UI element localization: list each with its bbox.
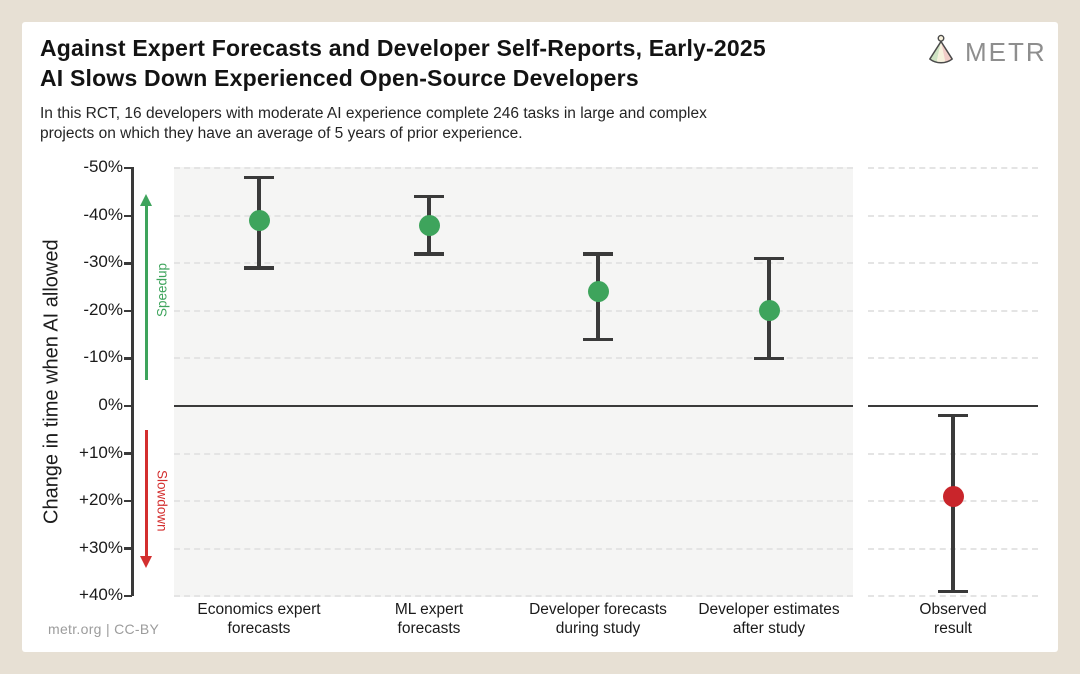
y-tick-label: -30% <box>83 252 123 272</box>
y-tick-label: -40% <box>83 204 123 224</box>
subtitle-line-1: In this RCT, 16 developers with moderate… <box>40 105 707 122</box>
zero-line <box>174 405 853 407</box>
y-tick <box>124 499 132 503</box>
error-bar-cap-bottom <box>244 266 274 270</box>
x-category-label-line: result <box>934 619 972 637</box>
slowdown-arrowhead-icon <box>139 556 152 568</box>
error-bar-cap-bottom <box>754 356 784 361</box>
gridline <box>868 167 1038 170</box>
gridline <box>868 262 1038 265</box>
gridline <box>868 214 1038 217</box>
data-point-dot <box>587 281 609 303</box>
x-category-label-line: during study <box>555 619 641 637</box>
x-category-label-line: after study <box>732 619 806 637</box>
y-tick-label: +30% <box>79 537 123 557</box>
metr-logo-text: METR <box>965 37 1047 67</box>
gridline <box>174 452 853 455</box>
speedup-arrow <box>144 205 148 380</box>
gridline <box>174 309 853 312</box>
x-category-label-line: forecasts <box>227 619 291 637</box>
y-tick-label: +40% <box>79 585 123 605</box>
y-axis-spine <box>131 167 134 596</box>
y-tick <box>124 262 132 265</box>
y-tick-label: -10% <box>83 347 123 367</box>
error-bar-cap-top <box>938 413 968 418</box>
gridline <box>868 309 1038 312</box>
y-tick-label: +20% <box>79 490 123 510</box>
gridline <box>174 357 853 360</box>
x-category-label-line: Economics expert <box>197 601 321 618</box>
x-category-label: ML expert forecasts <box>319 601 539 638</box>
gridline <box>174 547 853 550</box>
title-line-1: Against Expert Forecasts and Developer S… <box>40 35 766 61</box>
subtitle-line-2: projects on which they have an average o… <box>40 124 523 142</box>
gridline <box>868 357 1038 360</box>
error-bar-cap-top <box>414 194 444 199</box>
y-tick <box>124 166 132 170</box>
y-tick-label: +10% <box>79 442 123 462</box>
error-bar-cap-bottom <box>938 589 968 594</box>
x-category-label-line: Developer forecasts <box>529 601 667 618</box>
y-tick <box>124 357 132 360</box>
x-category-label: Developer forecasts during study <box>488 601 708 638</box>
x-category-label: Observed result <box>843 601 1063 638</box>
x-category-label-line: Observed <box>919 601 987 618</box>
y-tick-label: -50% <box>83 157 123 177</box>
metr-fan-icon <box>925 34 957 71</box>
error-bar-cap-top <box>244 175 274 180</box>
y-tick <box>124 404 132 408</box>
y-axis-title: Change in time when AI allowed <box>40 239 63 525</box>
error-bar-cap-bottom <box>583 337 613 342</box>
x-category-label-line: Developer estimates <box>698 601 840 618</box>
x-category-label: Economics expert forecasts <box>149 601 369 638</box>
speedup-arrowhead-icon <box>139 194 152 206</box>
metr-logo: METR <box>925 34 1047 71</box>
data-point-dot <box>248 210 270 232</box>
zero-line <box>868 405 1038 407</box>
data-point-dot <box>418 214 440 236</box>
gridline <box>174 500 853 503</box>
gridline <box>174 214 853 217</box>
y-tick <box>124 214 132 217</box>
y-tick <box>124 309 132 313</box>
error-bar-cap-top <box>583 252 613 256</box>
slowdown-arrow <box>144 430 148 557</box>
gridline <box>868 595 1038 598</box>
chart-subtitle: In this RCT, 16 developers with moderate… <box>40 104 707 143</box>
x-category-label: Developer estimates after study <box>659 601 879 638</box>
plot-panel-forecasts <box>174 167 853 598</box>
title-line-2: AI Slows Down Experienced Open-Source De… <box>40 65 639 91</box>
gridline <box>174 262 853 265</box>
data-point-dot <box>758 300 780 322</box>
x-category-label-line: ML expert <box>394 601 464 618</box>
error-bar-cap-top <box>754 256 784 261</box>
x-category-label-line: forecasts <box>397 619 461 637</box>
y-tick-label: 0% <box>98 395 123 414</box>
y-tick <box>124 594 132 598</box>
error-bar-cap-bottom <box>414 252 444 256</box>
speedup-label: Speedup <box>154 262 170 318</box>
page-title: Against Expert Forecasts and Developer S… <box>40 33 766 93</box>
gridline <box>174 167 853 170</box>
slowdown-label: Slowdown <box>154 469 170 532</box>
y-tick <box>124 547 132 550</box>
data-point-dot <box>942 485 964 507</box>
y-tick <box>124 452 132 455</box>
gridline <box>174 595 853 598</box>
y-tick-label: -20% <box>83 299 123 319</box>
footer-credit: metr.org | CC-BY <box>48 621 160 637</box>
